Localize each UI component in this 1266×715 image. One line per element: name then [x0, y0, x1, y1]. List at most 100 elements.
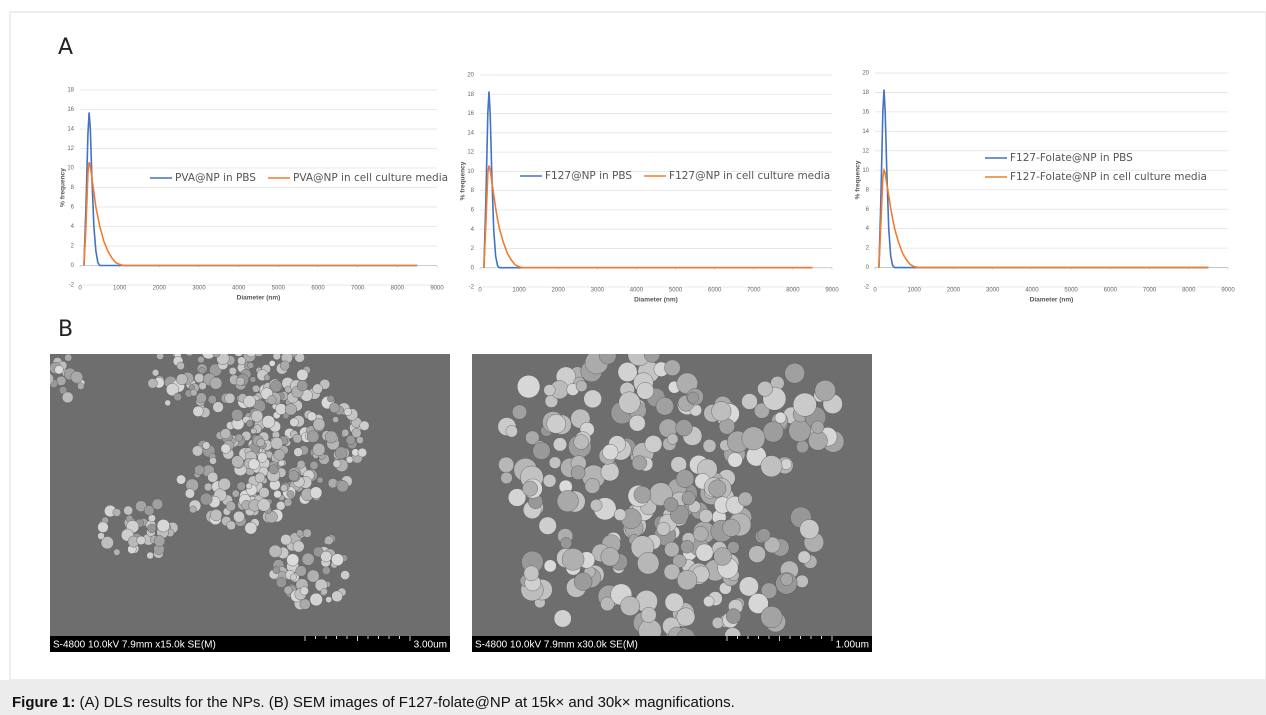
particle: [299, 586, 309, 596]
sem-scale: 1.00um: [836, 640, 869, 651]
particle: [748, 545, 766, 563]
y-tick-label: 10: [862, 168, 869, 174]
y-tick-label: 2: [71, 244, 75, 250]
particle: [321, 566, 331, 575]
particle: [725, 608, 742, 624]
particle: [283, 498, 293, 507]
sem-image: S-4800 10.0kV 7.9mm x30.0k SE(M) 1.00um: [472, 354, 872, 652]
particle: [351, 428, 362, 438]
particle: [50, 373, 54, 385]
y-tick-label: 10: [67, 166, 74, 172]
particle: [507, 488, 527, 507]
particle: [306, 411, 317, 422]
particle: [254, 472, 266, 483]
x-tick-label: 9000: [825, 288, 839, 294]
particle: [538, 516, 557, 535]
particle: [553, 609, 572, 628]
particle: [631, 455, 648, 471]
particle: [681, 491, 696, 506]
particle: [695, 543, 714, 562]
particle: [327, 395, 335, 403]
particle: [100, 536, 114, 550]
y-tick-label: 20: [862, 71, 869, 77]
particle: [727, 541, 740, 554]
particle: [212, 354, 221, 358]
particle: [293, 447, 303, 457]
particle: [359, 420, 370, 431]
particle: [212, 401, 224, 413]
x-tick-label: 7000: [747, 288, 761, 294]
particle: [250, 410, 264, 423]
particle: [267, 395, 277, 405]
caption-text: (A) DLS results for the NPs. (B) SEM ima…: [75, 694, 734, 711]
sem-scale: 3.00um: [414, 640, 447, 651]
particle: [570, 465, 586, 481]
particle: [273, 448, 286, 461]
x-tick-label: 6000: [1104, 288, 1118, 294]
particle: [64, 354, 73, 362]
particle: [620, 596, 640, 616]
particle: [711, 401, 732, 422]
particle: [811, 420, 825, 434]
particle: [256, 438, 266, 447]
particle: [795, 574, 809, 588]
particle: [195, 392, 207, 404]
particle: [617, 362, 638, 382]
particle: [613, 508, 627, 521]
particle: [332, 459, 342, 468]
particle: [296, 460, 306, 469]
particle: [505, 425, 518, 438]
particle: [764, 536, 781, 554]
x-tick-label: 6000: [708, 288, 722, 294]
particle: [792, 392, 817, 417]
y-tick-label: 12: [467, 150, 474, 156]
particle: [292, 433, 303, 444]
particle: [246, 354, 257, 358]
particle: [245, 482, 253, 490]
particle: [548, 456, 562, 469]
particle: [270, 436, 284, 450]
x-tick-label: 2000: [153, 286, 167, 292]
particle: [218, 477, 231, 491]
y-tick-label: -2: [69, 283, 75, 289]
particle: [245, 419, 254, 428]
y-tick-label: 14: [67, 127, 74, 133]
y-tick-label: -2: [469, 285, 475, 291]
sem-image: S-4800 10.0kV 7.9mm x15.0k SE(M) 3.00um: [50, 354, 450, 652]
y-tick-label: -2: [864, 285, 870, 291]
particle: [637, 552, 660, 575]
particle: [797, 550, 811, 564]
particle: [784, 363, 805, 384]
y-tick-label: 18: [67, 88, 74, 94]
sem-info: S-4800 10.0kV 7.9mm x30.0k SE(M): [475, 640, 638, 651]
particle: [199, 492, 213, 506]
particle: [325, 596, 333, 603]
particle: [600, 596, 615, 612]
particle: [757, 528, 771, 542]
particle: [693, 526, 709, 542]
particle: [210, 509, 223, 522]
particle: [191, 445, 203, 457]
particle: [629, 414, 646, 432]
particle: [197, 356, 205, 364]
particle: [663, 563, 681, 581]
legend-label: F127-Folate@NP in cell culture media: [1010, 171, 1207, 183]
particle: [231, 455, 244, 468]
particle: [257, 452, 268, 463]
particle: [272, 354, 281, 361]
y-tick-label: 6: [866, 207, 870, 213]
particle: [312, 418, 326, 431]
particle: [590, 499, 603, 512]
x-tick-label: 8000: [391, 286, 405, 292]
particle: [301, 552, 315, 566]
particle: [341, 428, 350, 437]
particle: [780, 573, 794, 586]
particle: [672, 554, 687, 569]
particle: [636, 382, 654, 400]
particle: [185, 354, 194, 357]
particle: [294, 354, 305, 363]
y-tick-label: 8: [866, 187, 870, 193]
particle: [680, 540, 694, 554]
particle: [289, 573, 297, 581]
particle: [226, 520, 236, 531]
